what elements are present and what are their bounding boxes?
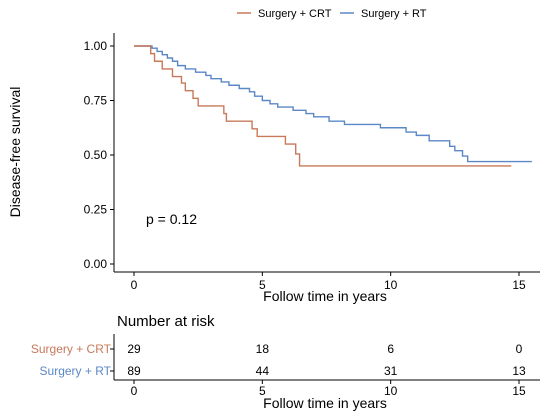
x-tick-label: 15 (512, 278, 526, 292)
series-line-surgery-rt (134, 45, 532, 163)
risk-value-surgery-rt-15: 13 (512, 364, 526, 378)
p-value-annotation: p = 0.12 (146, 211, 197, 227)
y-tick-label: 0.50 (84, 148, 108, 162)
y-tick-label: 0.00 (84, 257, 108, 271)
legend-label-surgery-rt: Surgery + RT (361, 8, 427, 20)
y-tick-label: 1.00 (84, 39, 108, 53)
risk-value-surgery-crt-0: 29 (127, 342, 141, 356)
risk-table: Number at risk Surgery + CRT Surgery + RT… (31, 313, 540, 411)
risk-strata-label-surgery-rt: Surgery + RT (40, 364, 112, 378)
risk-x-tick-label: 10 (384, 384, 398, 398)
risk-x-tick-label: 5 (259, 384, 266, 398)
survival-curves (134, 45, 532, 167)
x-tick-label: 0 (131, 278, 138, 292)
risk-value-surgery-crt-15: 0 (516, 342, 523, 356)
risk-x-axis-title: Follow time in years (263, 395, 387, 411)
risk-x-tick-label: 0 (131, 384, 138, 398)
risk-value-surgery-rt-5: 44 (256, 364, 270, 378)
risk-table-title: Number at risk (117, 313, 215, 330)
survival-plot-axes: 0.00 0.25 0.50 0.75 1.00 0 5 10 15 Disease-free… (7, 33, 540, 304)
risk-values: 29 18 6 0 89 44 31 13 (127, 342, 526, 378)
risk-x-ticks: 0 5 10 15 (131, 380, 526, 398)
risk-strata-labels: Surgery + CRT Surgery + RT (31, 342, 114, 378)
x-tick-label: 5 (259, 278, 266, 292)
risk-strata-label-surgery-crt: Surgery + CRT (31, 342, 112, 356)
risk-value-surgery-rt-0: 89 (127, 364, 141, 378)
y-ticks: 0.00 0.25 0.50 0.75 1.00 (84, 39, 114, 271)
legend: Surgery + CRT Surgery + RT (237, 8, 427, 20)
series-line-surgery-crt (134, 45, 512, 167)
risk-value-surgery-rt-10: 31 (384, 364, 398, 378)
legend-label-surgery-crt: Surgery + CRT (258, 8, 332, 20)
x-ticks: 0 5 10 15 (131, 272, 526, 292)
risk-value-surgery-crt-5: 18 (256, 342, 270, 356)
risk-value-surgery-crt-10: 6 (387, 342, 394, 356)
risk-x-tick-label: 15 (512, 384, 526, 398)
y-tick-label: 0.25 (84, 203, 108, 217)
y-tick-label: 0.75 (84, 94, 108, 108)
x-axis-title: Follow time in years (263, 288, 387, 304)
y-axis-title: Disease-free survival (7, 87, 23, 218)
x-tick-label: 10 (384, 278, 398, 292)
